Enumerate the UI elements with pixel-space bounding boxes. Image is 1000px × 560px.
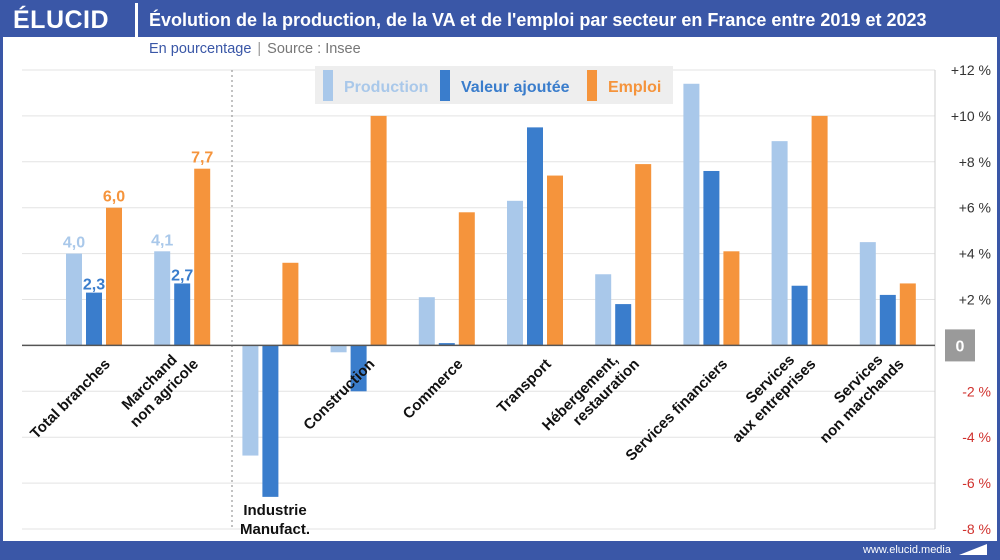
bar-production [66,253,82,346]
bar-production [507,200,523,346]
legend-label: Production [344,79,428,96]
legend-swatch [440,70,450,101]
legend-swatch [323,70,333,101]
bar-production [418,297,435,346]
category-label-line: Transport [494,356,555,417]
bar-emploi [282,262,299,346]
bar-valeur-ajout-e [527,127,543,346]
category-label: Hébergement,restauration [539,343,643,447]
bar-emploi [547,175,563,346]
bar-emploi [194,168,211,346]
legend-label: Emploi [608,79,661,96]
category-label: Marchandnon agricole [114,343,202,431]
bar-valeur-ajout-e [438,343,455,346]
category-label: Servicesnon marchands [804,343,908,447]
legend-swatch [587,70,597,101]
zero-tick-badge [945,329,975,362]
bar-production [771,141,788,346]
y-tick-label: +12 % [951,62,991,78]
category-label: Construction [300,356,378,434]
bar-production [859,242,876,346]
y-tick-label: -8 % [962,521,991,537]
category-label-line: Commerce [400,356,467,423]
legend-label: Valeur ajoutée [461,79,570,96]
category-label: Industrie [243,502,306,519]
chart-title: Évolution de la production, de la VA et … [149,10,927,30]
brand-mark-icon [959,544,987,555]
bar-valeur-ajout-e [703,170,720,346]
category-label: Transport [494,356,555,417]
bar-emploi [458,212,475,346]
category-label: Servicesaux entreprises [716,343,819,446]
logo-separator [135,3,138,37]
y-tick-label: +10 % [951,108,991,124]
bar-valeur-ajout-e [350,345,367,392]
bar-valeur-ajout-e [86,292,102,346]
y-tick-label: +6 % [959,200,991,216]
footer-url[interactable]: www.elucid.media [862,544,951,556]
data-label: 6,0 [103,189,125,206]
y-tick-label: +2 % [959,292,991,308]
subtitle-separator: | [257,41,262,57]
unit-label: En pourcentage [149,41,252,57]
footer-bar: www.elucid.media [3,541,997,557]
bar-emploi [635,164,652,346]
bar-production [154,251,171,346]
legend-box [315,66,673,104]
bar-valeur-ajout-e [879,294,896,346]
data-label: 4,1 [151,232,173,249]
bar-valeur-ajout-e [174,283,191,346]
bar-chart: +12 % +10 % +8 % +6 % +4 % +2 % 0 -2 % -4 % -6 % -… [22,62,991,538]
bar-valeur-ajout-e [615,304,632,346]
bar-emploi [811,115,828,346]
bar-emploi [370,115,387,346]
y-tick-label: -6 % [962,475,991,491]
bar-production [595,274,612,346]
data-label: 7,7 [191,150,213,167]
source-label: Source : Insee [267,41,361,57]
bar-production [242,345,259,456]
bar-emploi [723,251,740,346]
category-label-line: Services financiers [622,356,731,465]
y-tick-label: +4 % [959,246,991,262]
bar-production [330,345,347,353]
category-label: Commerce [400,356,467,423]
data-label: 2,3 [83,277,105,294]
category-label-line: Total branches [27,356,114,443]
bar-production [683,83,700,346]
header-bar: ÉLUCID Évolution de la production, de la… [3,3,997,37]
data-label: 4,0 [63,235,85,252]
category-label: Manufact. [240,521,310,538]
data-label: 2,7 [171,267,193,284]
y-tick-label: 0 [956,338,965,355]
bar-valeur-ajout-e [791,285,808,346]
chart-subtitle: En pourcentage | Source : Insee [149,41,361,57]
brand-logo: ÉLUCID [13,6,110,34]
bar-emploi [106,207,122,346]
y-tick-label: -2 % [962,383,991,399]
category-label-line: Construction [300,356,378,434]
bar-emploi [899,283,916,346]
bar-valeur-ajout-e [262,345,279,497]
y-tick-label: -4 % [962,429,991,445]
category-label: Services financiers [622,356,731,465]
category-label: Total branches [27,356,114,443]
y-tick-label: +8 % [959,154,991,170]
